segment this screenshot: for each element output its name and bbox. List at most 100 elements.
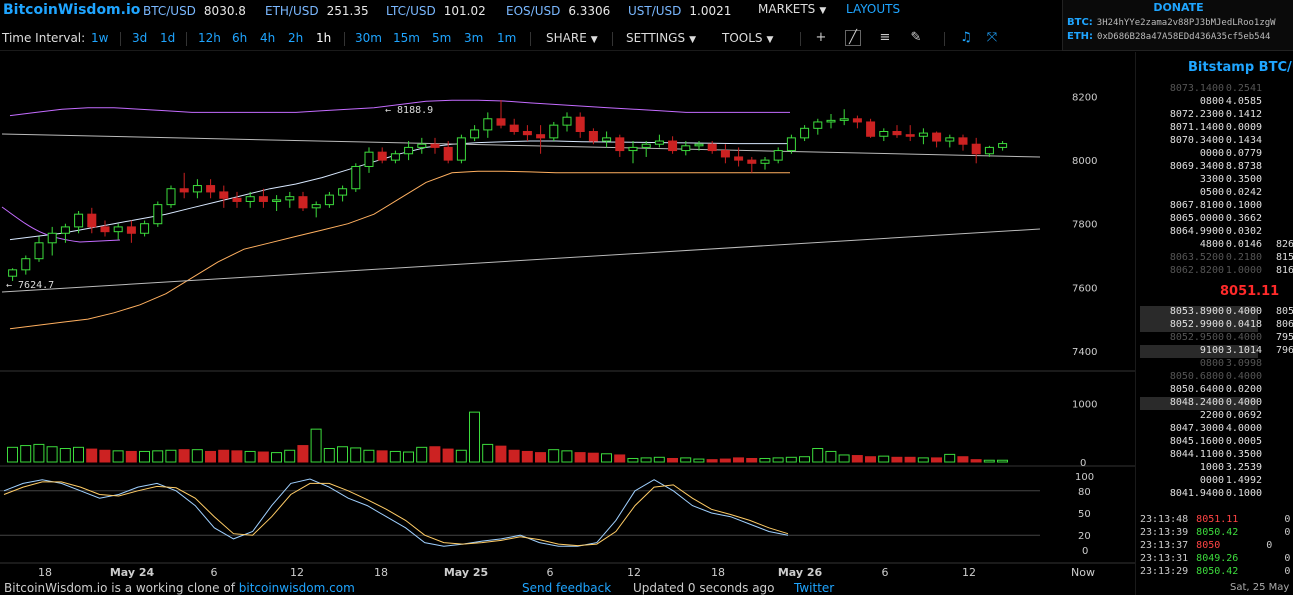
fib-lines-icon[interactable]: ≡ [879,30,891,45]
candles [8,100,1008,281]
volume-bar [337,446,348,463]
volume-bar [878,455,890,463]
donate-btc[interactable]: BTC: 3H24hYYe2zama2v88PJ3bMJedLRoo1zgW [1067,17,1276,28]
interval-3d[interactable]: 3d [132,31,148,45]
volume-bar [667,457,678,463]
bid-row[interactable]: 8050.6800 0.4000 [1140,371,1262,384]
donate-eth[interactable]: ETH: 0xD686B28a47A58EDd436A35cf5eb544 [1067,31,1271,42]
ask-row[interactable]: 8062.8200 1.0000 816 [1140,265,1293,278]
volume-bar [931,457,942,463]
app-logo[interactable]: BitcoinWisdom.io [3,2,141,18]
interval-12h[interactable]: 12h [198,31,221,45]
volume-bar [323,448,335,463]
volume-bar [944,453,956,463]
bid-row[interactable]: 8045.1600 0.0005 [1140,436,1262,449]
bb-middle-line [9,140,790,241]
oscillator-tick-label: 0 [1082,546,1088,557]
footer-clone-link[interactable]: bitcoinwisdom.com [238,581,355,595]
volume-bar [59,448,71,463]
interval-3m[interactable]: 3m [464,31,484,45]
volume-bar [970,459,982,463]
ticker-eth[interactable]: ETH/USD 251.35 [265,4,369,18]
ask-row[interactable]: 8073.1400 0.2541 [1140,83,1262,96]
high-annotation: ← 8188.9 [385,105,433,116]
candle-body [351,165,361,190]
bid-row[interactable]: 8052.9500 0.4000 795 [1140,332,1293,345]
bid-row[interactable]: 8044.1100 0.3500 [1140,449,1262,462]
alert-bell-icon[interactable]: ♫ [960,30,972,45]
candle-body [47,232,57,244]
interval-1h[interactable]: 1h [316,31,332,45]
interval-30m[interactable]: 30m [355,31,382,45]
markets-menu[interactable]: MARKETS ▼ [758,2,827,16]
ticker-ust[interactable]: UST/USD 1.0021 [628,4,732,18]
bid-row[interactable]: 8047.3000 4.0000 [1140,423,1262,436]
layouts-link[interactable]: LAYOUTS [846,2,901,16]
bid-row[interactable]: 9100 3.1014 796 [1140,345,1293,358]
interval-2h[interactable]: 2h [288,31,304,45]
orderbook-amount: 0.1000 [1225,200,1262,211]
volume-bar [719,458,731,463]
ask-row[interactable]: 8069.3400 8.8738 [1140,161,1262,174]
ask-row[interactable]: 8070.3400 0.1434 [1140,135,1262,148]
line-draw-icon[interactable]: ╱ [845,30,861,46]
trade-row: 23:13:39 8050.42 0 [1140,527,1290,538]
orderbook-amount: 1.0000 [1225,265,1262,276]
bid-row[interactable]: 8052.9900 0.0418 806 [1140,319,1293,332]
bid-row[interactable]: 2200 0.0692 [1140,410,1262,423]
ask-row[interactable]: 4800 0.0146 826 [1140,239,1293,252]
bid-row[interactable]: 8041.9400 0.1000 [1140,488,1262,501]
twitter-link[interactable]: Twitter [794,581,835,595]
share-menu[interactable]: SHARE ▼ [546,31,598,45]
orderbook-price: 8050.6800 [1169,371,1224,382]
ticker-ltc[interactable]: LTC/USD 101.02 [386,4,486,18]
volume-bar [614,454,626,463]
ticker-eos[interactable]: EOS/USD 6.3306 [506,4,611,18]
tools-menu[interactable]: TOOLS ▼ [722,31,774,45]
settings-menu[interactable]: SETTINGS ▼ [626,31,697,45]
bid-row[interactable]: 8048.2400 0.4000 [1140,397,1262,410]
trade-volume: 0 [1284,566,1291,577]
interval-15m[interactable]: 15m [393,31,420,45]
ask-row[interactable]: 0800 4.0585 [1140,96,1262,109]
plus-icon[interactable]: + [815,30,827,45]
volume-bar [693,458,705,463]
orderbook-extra: 816 [1276,265,1293,276]
ask-row[interactable]: 8063.5200 0.2180 815 [1140,252,1293,265]
footer-clone-note: BitcoinWisdom.io is a working clone of b… [4,581,355,595]
volume-bar [218,449,230,463]
interval-1w[interactable]: 1w [91,31,109,45]
bid-row[interactable]: 0800 3.0998 [1140,358,1262,371]
ask-row[interactable]: 8071.1400 0.0009 [1140,122,1262,135]
interval-1d[interactable]: 1d [160,31,176,45]
price-chart[interactable]: 8200 8000 7800 7600 7400 1000 0 100 80 50 20 0 18 May… [0,52,1135,580]
ask-row[interactable]: 0500 0.0242 [1140,187,1262,200]
bid-row[interactable]: 8050.6400 0.0200 [1140,384,1262,397]
send-feedback-link[interactable]: Send feedback [522,581,612,595]
ask-row[interactable]: 3300 0.3500 [1140,174,1262,187]
bid-row[interactable]: 0000 1.4992 [1140,475,1262,488]
candle-body [8,269,18,277]
pen-icon[interactable]: ✎ [910,30,922,45]
ask-row[interactable]: 8064.9900 0.0302 [1140,226,1262,239]
interval-6h[interactable]: 6h [232,31,248,45]
ask-row[interactable]: 8065.0000 0.3662 [1140,213,1262,226]
ask-row[interactable]: 8067.8100 0.1000 [1140,200,1262,213]
bid-row[interactable]: 8053.8900 0.4000 805 [1140,306,1293,319]
ask-row[interactable]: 8072.2300 0.1412 [1140,109,1262,122]
volume-bar [706,459,718,463]
fullscreen-icon[interactable]: ⤧ [986,30,998,45]
interval-1m[interactable]: 1m [497,31,517,45]
interval-5m[interactable]: 5m [432,31,452,45]
candle-body [945,137,955,142]
volume-bar [997,459,1008,463]
candle-body [21,258,31,271]
interval-4h[interactable]: 4h [260,31,276,45]
bid-row[interactable]: 1000 3.2539 [1140,462,1262,475]
candle-body [839,118,849,121]
volume-bar [838,454,850,463]
ticker-btc[interactable]: BTC/USD 8030.8 [143,4,246,18]
volume-bar [812,448,824,463]
ask-row[interactable]: 0000 0.0779 [1140,148,1262,161]
candle-body [786,137,796,152]
